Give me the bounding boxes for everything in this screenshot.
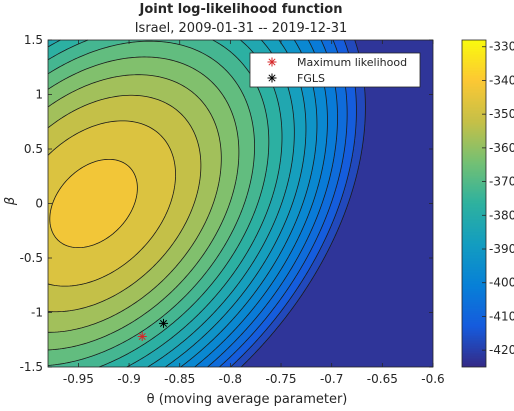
y-axis-label: β <box>3 197 18 206</box>
y-tick-label: 0 <box>35 197 43 211</box>
y-tick-label: 1 <box>35 88 43 102</box>
colorbar-tick-label: -370 <box>489 175 514 189</box>
colorbar: -330 -340 -350 -360 -370 -380 -390 -400 -410 -420 <box>461 39 514 368</box>
x-tick-label: -0.6 <box>421 372 444 386</box>
legend-label: Maximum likelihood <box>297 56 407 69</box>
colorbar-frame <box>461 39 487 368</box>
y-tick-label: 1.5 <box>24 33 43 47</box>
colorbar-tick-label: -350 <box>489 107 514 121</box>
colorbar-tick-label: -380 <box>489 208 514 222</box>
legend-marker <box>267 57 277 67</box>
legend: Maximum likelihood FGLS <box>249 52 421 88</box>
x-axis-label: θ (moving average parameter) <box>147 392 348 407</box>
colorbar-tick-label: -400 <box>489 276 514 290</box>
x-tick-label: -0.65 <box>367 372 398 386</box>
x-tick-label: -0.8 <box>219 372 242 386</box>
chart-subtitle: Israel, 2009-01-31 -- 2019-12-31 <box>135 21 348 36</box>
colorbar-ticks: -330 -340 -350 -360 -370 -380 -390 -400 -410 -420 <box>482 40 514 357</box>
x-tick-label: -0.95 <box>63 372 94 386</box>
y-axis: 1.5 1 0.5 0 -0.5 -1 -1.5 <box>20 33 433 374</box>
marker-maximum-likelihood <box>137 331 147 341</box>
contour-line-2 <box>47 94 202 313</box>
legend-box <box>249 52 421 88</box>
contour-line-1 <box>47 120 176 287</box>
contour-line-4 <box>47 56 240 351</box>
legend-label: FGLS <box>297 72 325 85</box>
marker-fgls <box>159 318 168 328</box>
colorbar-tick-label: -330 <box>489 40 514 54</box>
x-tick-label: -0.75 <box>265 372 296 386</box>
y-tick-label: 0.5 <box>24 142 43 156</box>
y-tick-label: -1.5 <box>20 360 43 374</box>
x-tick-label: -0.85 <box>164 372 195 386</box>
colorbar-tick-label: -410 <box>489 309 514 323</box>
colorbar-tick-label: -360 <box>489 141 514 155</box>
y-tick-label: -0.5 <box>20 251 43 265</box>
contour-line-3 <box>47 74 222 333</box>
data-markers <box>137 318 168 341</box>
colorbar-tick-label: -390 <box>489 242 514 256</box>
x-tick-label: -0.7 <box>320 372 343 386</box>
contour-line-5 <box>47 40 255 366</box>
x-axis: -0.95 -0.9 -0.85 -0.8 -0.75 -0.7 -0.65 -0.6 <box>63 40 445 386</box>
legend-marker <box>267 73 277 83</box>
colorbar-tick-label: -420 <box>489 343 514 357</box>
contour-fill <box>48 40 433 367</box>
y-tick-label: -1 <box>31 306 43 320</box>
plot-area <box>47 39 434 368</box>
colorbar-tick-label: -340 <box>489 73 514 87</box>
contour-line-0 <box>49 158 138 249</box>
x-tick-label: -0.9 <box>117 372 140 386</box>
chart-title: Joint log-likelihood function <box>139 2 343 17</box>
colorbar-gradient <box>462 40 486 367</box>
